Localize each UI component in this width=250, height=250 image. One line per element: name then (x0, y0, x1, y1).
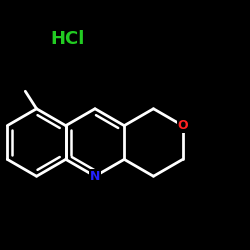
Text: HCl: HCl (50, 30, 85, 48)
Text: N: N (90, 170, 100, 183)
Text: O: O (177, 119, 188, 132)
